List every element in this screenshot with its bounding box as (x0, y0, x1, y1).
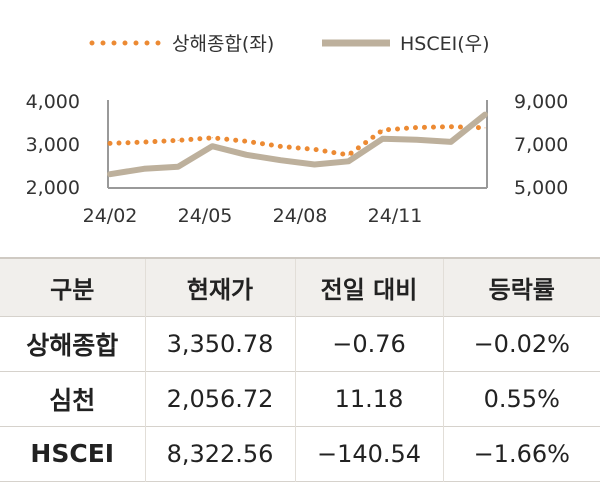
row-change: −140.54 (294, 426, 443, 481)
row-change: −0.76 (294, 316, 443, 371)
series-line-shanghai (107, 124, 488, 158)
x-tick-label: 24/02 (83, 205, 138, 227)
row-rate: 0.55% (442, 371, 600, 426)
x-tick-label: 24/08 (273, 205, 328, 227)
data-point (211, 145, 213, 147)
row-name: 심천 (49, 385, 96, 415)
data-point (348, 160, 350, 162)
data-point (416, 139, 418, 141)
series-line-hscei (107, 111, 488, 178)
table-row: 상해종합 3,350.78 −0.76 −0.02% (0, 316, 600, 371)
data-point (280, 145, 281, 147)
right-tick-label: 9,000 (514, 91, 568, 113)
header-category: 구분 (50, 275, 95, 304)
data-point (484, 114, 486, 116)
table-row: HSCEI 8,322.56 −140.54 −1.66% (0, 426, 600, 481)
row-name: HSCEI (30, 439, 115, 468)
header-price: 현재가 (144, 258, 295, 316)
data-point (314, 164, 315, 165)
index-chart: 상해종합(좌) HSCEI(우) 4,000 3,000 2,000 9,000… (26, 33, 569, 227)
data-point (450, 126, 452, 128)
x-tick-label: 24/11 (368, 205, 423, 227)
data-point (143, 141, 145, 143)
row-rate: −1.66% (442, 426, 600, 481)
row-price: 3,350.78 (144, 316, 295, 371)
data-point (314, 148, 315, 150)
x-tick-label: 24/05 (178, 205, 233, 227)
data-point (245, 154, 247, 156)
header-rate: 등락률 (442, 258, 600, 316)
data-point (280, 159, 281, 161)
data-point (348, 154, 350, 156)
index-table: 구분 현재가 전일 대비 등락률 상해종합 3,350.78 −0.76 −0.… (0, 257, 600, 482)
data-point (382, 129, 384, 131)
left-tick-label: 3,000 (26, 134, 80, 156)
header-change: 전일 대비 (294, 258, 443, 316)
right-tick-label: 5,000 (514, 177, 568, 199)
row-rate: −0.02% (442, 316, 600, 371)
right-tick-label: 7,000 (514, 134, 568, 156)
data-point (450, 141, 452, 143)
data-point (382, 138, 384, 140)
data-point (109, 173, 111, 175)
row-price: 2,056.72 (144, 371, 295, 426)
data-point (211, 137, 213, 139)
left-tick-label: 4,000 (26, 91, 80, 113)
table-row: 심천 2,056.72 11.18 0.55% (0, 371, 600, 426)
data-point (245, 140, 247, 142)
data-point (177, 166, 179, 168)
legend: 상해종합(좌) HSCEI(우) (89, 33, 490, 55)
legend-label-shanghai: 상해종합(좌) (172, 33, 274, 55)
row-name: 상해종합 (26, 330, 119, 360)
legend-label-hscei: HSCEI(우) (400, 33, 490, 55)
data-point (143, 168, 145, 170)
row-change: 11.18 (294, 371, 443, 426)
left-tick-label: 2,000 (26, 177, 80, 199)
row-price: 8,322.56 (144, 426, 295, 481)
data-point (177, 139, 179, 141)
data-point (484, 127, 486, 129)
data-point (416, 127, 418, 128)
data-point (109, 142, 111, 144)
axes (107, 100, 488, 189)
table-header-row: 구분 현재가 전일 대비 등락률 (0, 258, 600, 316)
